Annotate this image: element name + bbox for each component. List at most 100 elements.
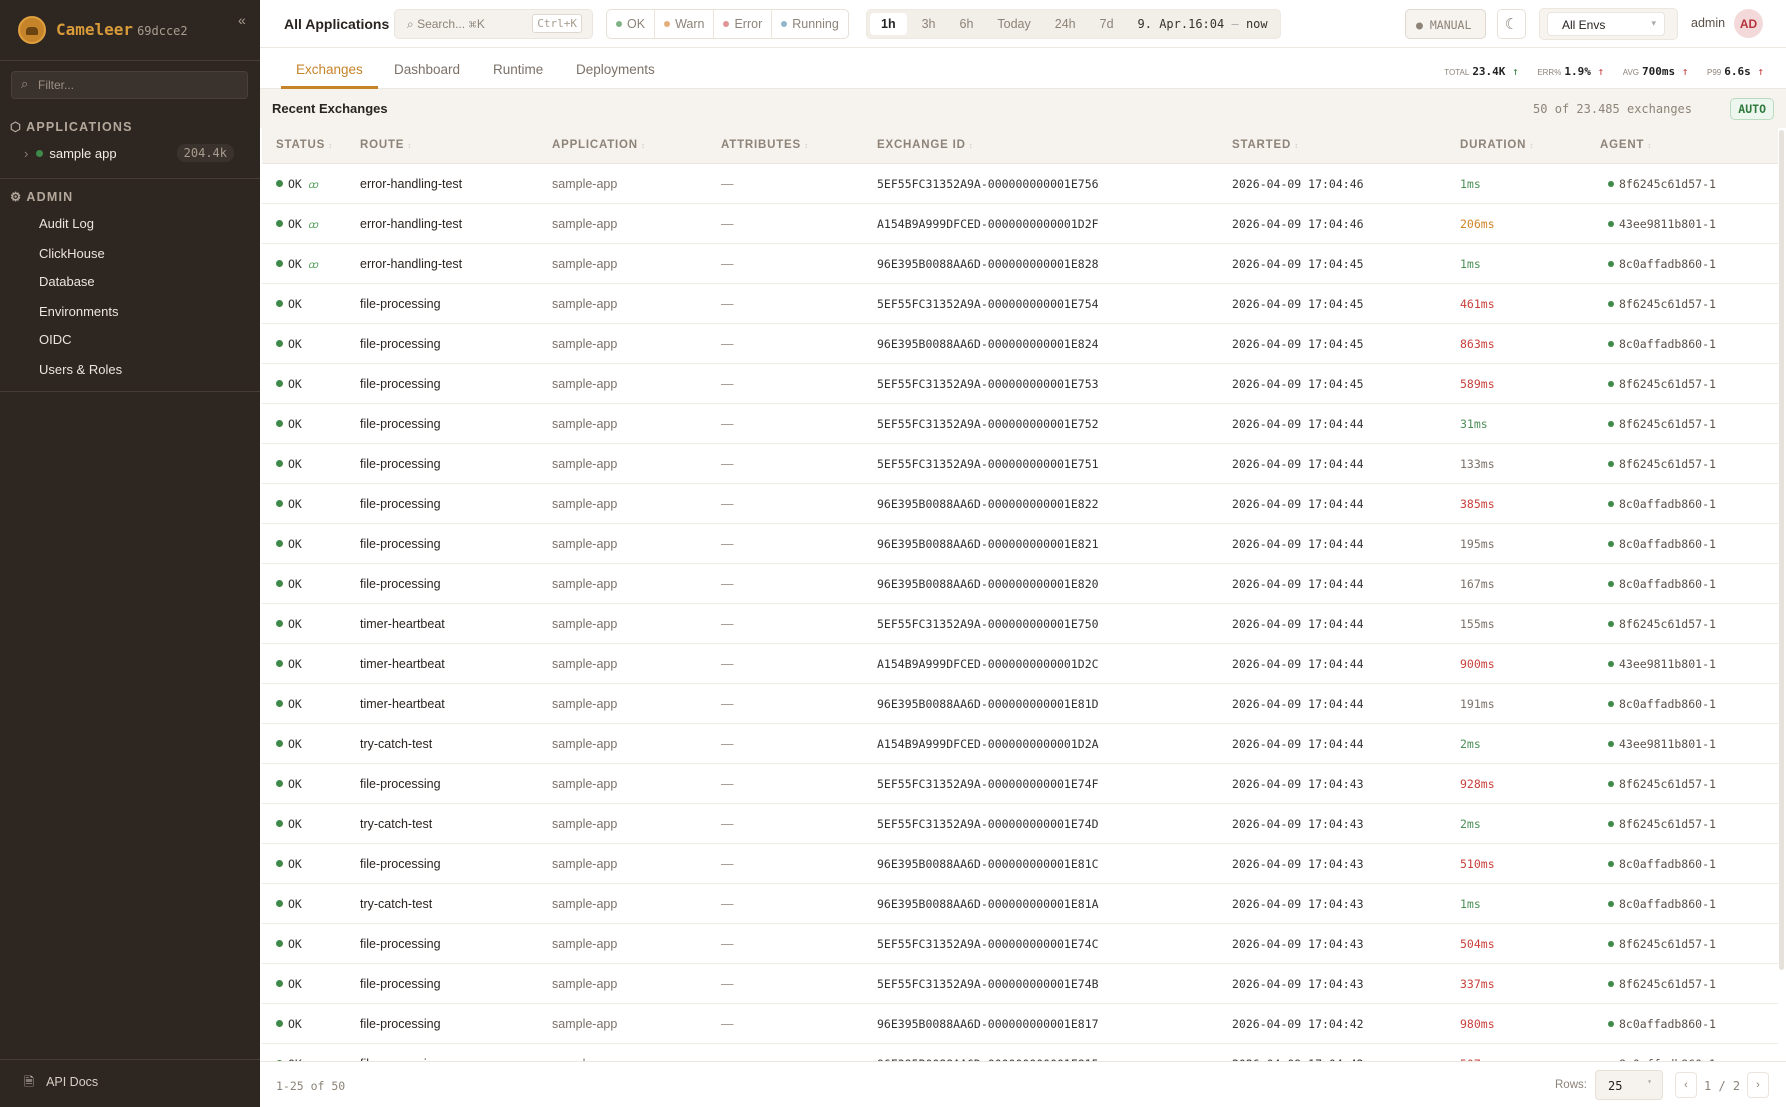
exchange-id-cell[interactable]: 5EF55FC31352A9A-000000000001E74F: [877, 777, 1099, 791]
agent-cell[interactable]: 8c0affadb860-1: [1608, 897, 1716, 911]
agent-cell[interactable]: 8f6245c61d57-1: [1608, 617, 1716, 631]
table-row[interactable]: OK file-processing sample-app — 96E395B0088A…: [262, 484, 1778, 524]
filter-error[interactable]: Error: [714, 10, 773, 38]
tab-deployments[interactable]: Deployments: [576, 62, 655, 77]
column-duration[interactable]: DURATION: [1460, 139, 1534, 151]
tab-dashboard[interactable]: Dashboard: [394, 62, 461, 77]
range-1h[interactable]: 1h: [870, 13, 907, 35]
range-today[interactable]: Today: [997, 17, 1031, 31]
exchange-id-cell[interactable]: 5EF55FC31352A9A-000000000001E74B: [877, 977, 1099, 991]
api-docs-link[interactable]: 🗎 API Docs: [24, 1075, 99, 1089]
exchange-id-cell[interactable]: 5EF55FC31352A9A-000000000001E756: [877, 177, 1099, 191]
agent-cell[interactable]: 8f6245c61d57-1: [1608, 177, 1716, 191]
agent-cell[interactable]: 8c0affadb860-1: [1608, 697, 1716, 711]
agent-cell[interactable]: 8c0affadb860-1: [1608, 537, 1716, 551]
sidebar-item-database[interactable]: Database: [39, 274, 95, 289]
exchange-id-cell[interactable]: 5EF55FC31352A9A-000000000001E752: [877, 417, 1099, 431]
sidebar-item-clickhouse[interactable]: ClickHouse: [39, 246, 105, 261]
table-row[interactable]: OK file-processing sample-app — 96E395B0088A…: [262, 1004, 1778, 1044]
exchange-id-cell[interactable]: 96E395B0088AA6D-000000000001E817: [877, 1017, 1099, 1031]
agent-cell[interactable]: 43ee9811b801-1: [1608, 657, 1716, 671]
sidebar-item-audit-log[interactable]: Audit Log: [39, 216, 94, 231]
column-exchange-id[interactable]: EXCHANGE ID: [877, 139, 974, 151]
environment-select[interactable]: All Envs: [1539, 8, 1678, 40]
table-row[interactable]: OK file-processing sample-app — 5EF55FC31352…: [262, 364, 1778, 404]
exchange-id-cell[interactable]: 5EF55FC31352A9A-000000000001E753: [877, 377, 1099, 391]
tab-exchanges[interactable]: Exchanges: [296, 62, 363, 77]
collapse-sidebar-button[interactable]: «: [238, 12, 246, 28]
table-row[interactable]: OK file-processing sample-app — 5EF55FC31352…: [262, 964, 1778, 1004]
avatar[interactable]: AD: [1734, 9, 1763, 38]
sidebar-item-oidc[interactable]: OIDC: [39, 332, 72, 347]
exchange-id-cell[interactable]: 96E395B0088AA6D-000000000001E821: [877, 537, 1099, 551]
rows-per-page-select[interactable]: 25: [1595, 1070, 1663, 1100]
exchange-id-cell[interactable]: 96E395B0088AA6D-000000000001E81D: [877, 697, 1099, 711]
table-row[interactable]: OK file-processing sample-app — 96E395B0088A…: [262, 844, 1778, 884]
exchange-id-cell[interactable]: 96E395B0088AA6D-000000000001E828: [877, 257, 1099, 271]
agent-cell[interactable]: 43ee9811b801-1: [1608, 217, 1716, 231]
table-row[interactable]: OK file-processing sample-app — 96E395B0088A…: [262, 1044, 1778, 1061]
agent-cell[interactable]: 8c0affadb860-1: [1608, 1057, 1716, 1061]
table-row[interactable]: OK file-processing sample-app — 5EF55FC31352…: [262, 404, 1778, 444]
exchange-id-cell[interactable]: 96E395B0088AA6D-000000000001E824: [877, 337, 1099, 351]
agent-cell[interactable]: 8c0affadb860-1: [1608, 497, 1716, 511]
agent-cell[interactable]: 8f6245c61d57-1: [1608, 817, 1716, 831]
table-row[interactable]: OK ꝏ error-handling-test sample-app — 5EF55FC…: [262, 164, 1778, 204]
table-row[interactable]: OK try-catch-test sample-app — 96E395B0088AA…: [262, 884, 1778, 924]
table-row[interactable]: OK try-catch-test sample-app — A154B9A999DFC…: [262, 724, 1778, 764]
agent-cell[interactable]: 43ee9811b801-1: [1608, 737, 1716, 751]
table-row[interactable]: OK file-processing sample-app — 96E395B0088A…: [262, 324, 1778, 364]
exchange-id-cell[interactable]: 5EF55FC31352A9A-000000000001E74D: [877, 817, 1099, 831]
search-input[interactable]: ⌕ Search... ⌘K Ctrl+K: [394, 9, 593, 39]
range-3h[interactable]: 3h: [921, 17, 936, 31]
filter-ok[interactable]: OK: [607, 10, 656, 38]
exchange-id-cell[interactable]: A154B9A999DFCED-0000000000001D2A: [877, 737, 1099, 751]
agent-cell[interactable]: 8c0affadb860-1: [1608, 1017, 1716, 1031]
table-row[interactable]: OK timer-heartbeat sample-app — A154B9A999DF…: [262, 644, 1778, 684]
table-row[interactable]: OK file-processing sample-app — 96E395B0088A…: [262, 564, 1778, 604]
auto-badge[interactable]: AUTO: [1730, 98, 1774, 120]
column-status[interactable]: STATUS: [276, 139, 333, 151]
table-row[interactable]: OK file-processing sample-app — 5EF55FC31352…: [262, 764, 1778, 804]
exchange-id-cell[interactable]: 96E395B0088AA6D-000000000001E81C: [877, 857, 1099, 871]
exchange-id-cell[interactable]: 5EF55FC31352A9A-000000000001E74C: [877, 937, 1099, 951]
column-started[interactable]: STARTED: [1232, 139, 1299, 151]
sidebar-item-users-roles[interactable]: Users & Roles: [39, 362, 123, 377]
table-row[interactable]: OK ꝏ error-handling-test sample-app — 96E395B…: [262, 244, 1778, 284]
agent-cell[interactable]: 8f6245c61d57-1: [1608, 937, 1716, 951]
agent-cell[interactable]: 8f6245c61d57-1: [1608, 377, 1716, 391]
agent-cell[interactable]: 8f6245c61d57-1: [1608, 417, 1716, 431]
agent-cell[interactable]: 8c0affadb860-1: [1608, 337, 1716, 351]
table-row[interactable]: OK ꝏ error-handling-test sample-app — A154B9A…: [262, 204, 1778, 244]
exchange-id-cell[interactable]: A154B9A999DFCED-0000000000001D2F: [877, 217, 1099, 231]
sidebar-item-environments[interactable]: Environments: [39, 304, 119, 319]
agent-cell[interactable]: 8f6245c61d57-1: [1608, 297, 1716, 311]
agent-cell[interactable]: 8c0affadb860-1: [1608, 257, 1716, 271]
exchange-id-cell[interactable]: 96E395B0088AA6D-000000000001E822: [877, 497, 1099, 511]
agent-cell[interactable]: 8c0affadb860-1: [1608, 857, 1716, 871]
moon-icon[interactable]: ☾: [1497, 9, 1526, 39]
column-attributes[interactable]: ATTRIBUTES: [721, 139, 809, 151]
table-row[interactable]: OK try-catch-test sample-app — 5EF55FC31352A…: [262, 804, 1778, 844]
sidebar-filter-input[interactable]: Filter...: [11, 71, 248, 99]
filter-running[interactable]: Running: [772, 10, 848, 38]
table-row[interactable]: OK file-processing sample-app — 96E395B0088A…: [262, 524, 1778, 564]
column-agent[interactable]: AGENT: [1600, 139, 1652, 151]
table-row[interactable]: OK timer-heartbeat sample-app — 96E395B0088A…: [262, 684, 1778, 724]
agent-cell[interactable]: 8f6245c61d57-1: [1608, 457, 1716, 471]
sidebar-app-sample-app[interactable]: › sample app 204.4k: [24, 144, 234, 166]
exchange-id-cell[interactable]: 5EF55FC31352A9A-000000000001E751: [877, 457, 1099, 471]
refresh-mode-button[interactable]: ● MANUAL: [1405, 9, 1486, 39]
custom-range[interactable]: 9. Apr.16:04 — now: [1137, 17, 1268, 31]
exchange-id-cell[interactable]: 5EF55FC31352A9A-000000000001E750: [877, 617, 1099, 631]
column-application[interactable]: APPLICATION: [552, 139, 646, 151]
exchange-id-cell[interactable]: 5EF55FC31352A9A-000000000001E754: [877, 297, 1099, 311]
range-24h[interactable]: 24h: [1054, 17, 1076, 31]
next-page-button[interactable]: ›: [1747, 1072, 1769, 1098]
prev-page-button[interactable]: ‹: [1675, 1072, 1697, 1098]
agent-cell[interactable]: 8f6245c61d57-1: [1608, 977, 1716, 991]
exchange-id-cell[interactable]: 96E395B0088AA6D-000000000001E81A: [877, 897, 1099, 911]
range-7d[interactable]: 7d: [1099, 17, 1114, 31]
exchange-id-cell[interactable]: A154B9A999DFCED-0000000000001D2C: [877, 657, 1099, 671]
table-row[interactable]: OK file-processing sample-app — 5EF55FC31352…: [262, 284, 1778, 324]
